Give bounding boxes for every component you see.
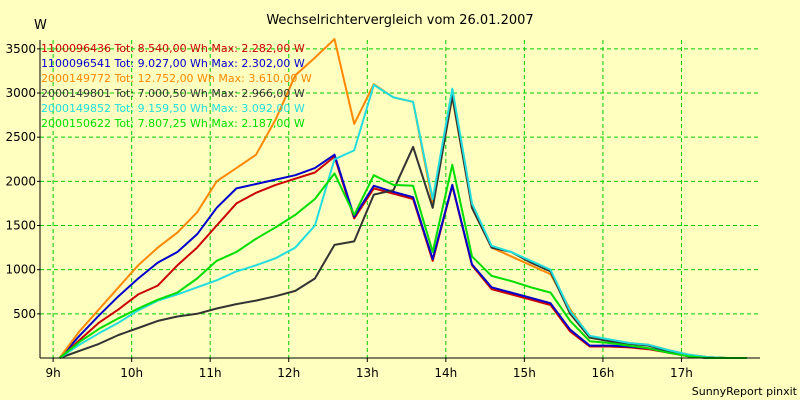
chart-title: Wechselrichtervergleich vom 26.01.2007	[266, 13, 533, 28]
x-tick-label: 17h	[670, 366, 693, 380]
legend-entry-4: 2000149801 Tot: 7.000,50 Wh Max: 2.966,0…	[41, 87, 305, 100]
x-tick-label: 14h	[434, 366, 457, 380]
y-tick-label: 2000	[5, 174, 36, 188]
y-tick-label: 3000	[5, 86, 36, 100]
series-line-5	[59, 83, 747, 359]
series-line-6	[58, 163, 747, 359]
x-tick-label: 16h	[591, 366, 614, 380]
x-tick-label: 13h	[356, 366, 379, 380]
y-tick-label: 1500	[5, 219, 36, 233]
y-tick-label: 2500	[5, 130, 36, 144]
legend-entry-3: 2000149772 Tot: 12.752,00 Wh Max: 3.610,…	[41, 72, 312, 85]
y-axis-ticks: 500 1000 1500 2000 2500 3000 3500	[5, 42, 40, 321]
series-lines	[58, 38, 747, 359]
y-axis-unit-label: W	[34, 18, 47, 33]
legend-entry-1: 1100096436 Tot: 8.540,00 Wh Max: 2.282,0…	[41, 42, 305, 55]
legend-entry-2: 1100096541 Tot: 9.027,00 Wh Max: 2.302,0…	[41, 57, 305, 70]
x-tick-label: 10h	[120, 366, 143, 380]
y-tick-label: 500	[13, 307, 36, 321]
legend: 1100096436 Tot: 8.540,00 Wh Max: 2.282,0…	[41, 42, 312, 130]
x-tick-label: 15h	[513, 366, 536, 380]
x-tick-label: 12h	[277, 366, 300, 380]
grid-lines	[40, 40, 760, 358]
y-tick-label: 1000	[5, 263, 36, 277]
legend-entry-6: 2000150622 Tot: 7.807,25 Wh Max: 2.187,0…	[41, 117, 305, 130]
y-tick-label: 3500	[5, 42, 36, 56]
footer-credit: SunnyReport pinxit	[692, 385, 798, 398]
x-axis-ticks: 9h 10h 11h 12h 13h 14h 15h 16h 17h	[45, 358, 693, 380]
x-tick-label: 9h	[45, 366, 60, 380]
legend-entry-5: 2000149852 Tot: 9.159,50 Wh Max: 3.092,0…	[41, 102, 305, 115]
x-tick-label: 11h	[199, 366, 222, 380]
